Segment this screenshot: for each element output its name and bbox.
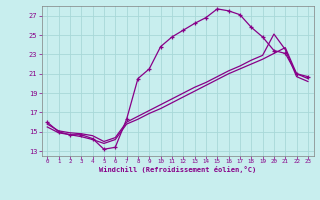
X-axis label: Windchill (Refroidissement éolien,°C): Windchill (Refroidissement éolien,°C) — [99, 166, 256, 173]
